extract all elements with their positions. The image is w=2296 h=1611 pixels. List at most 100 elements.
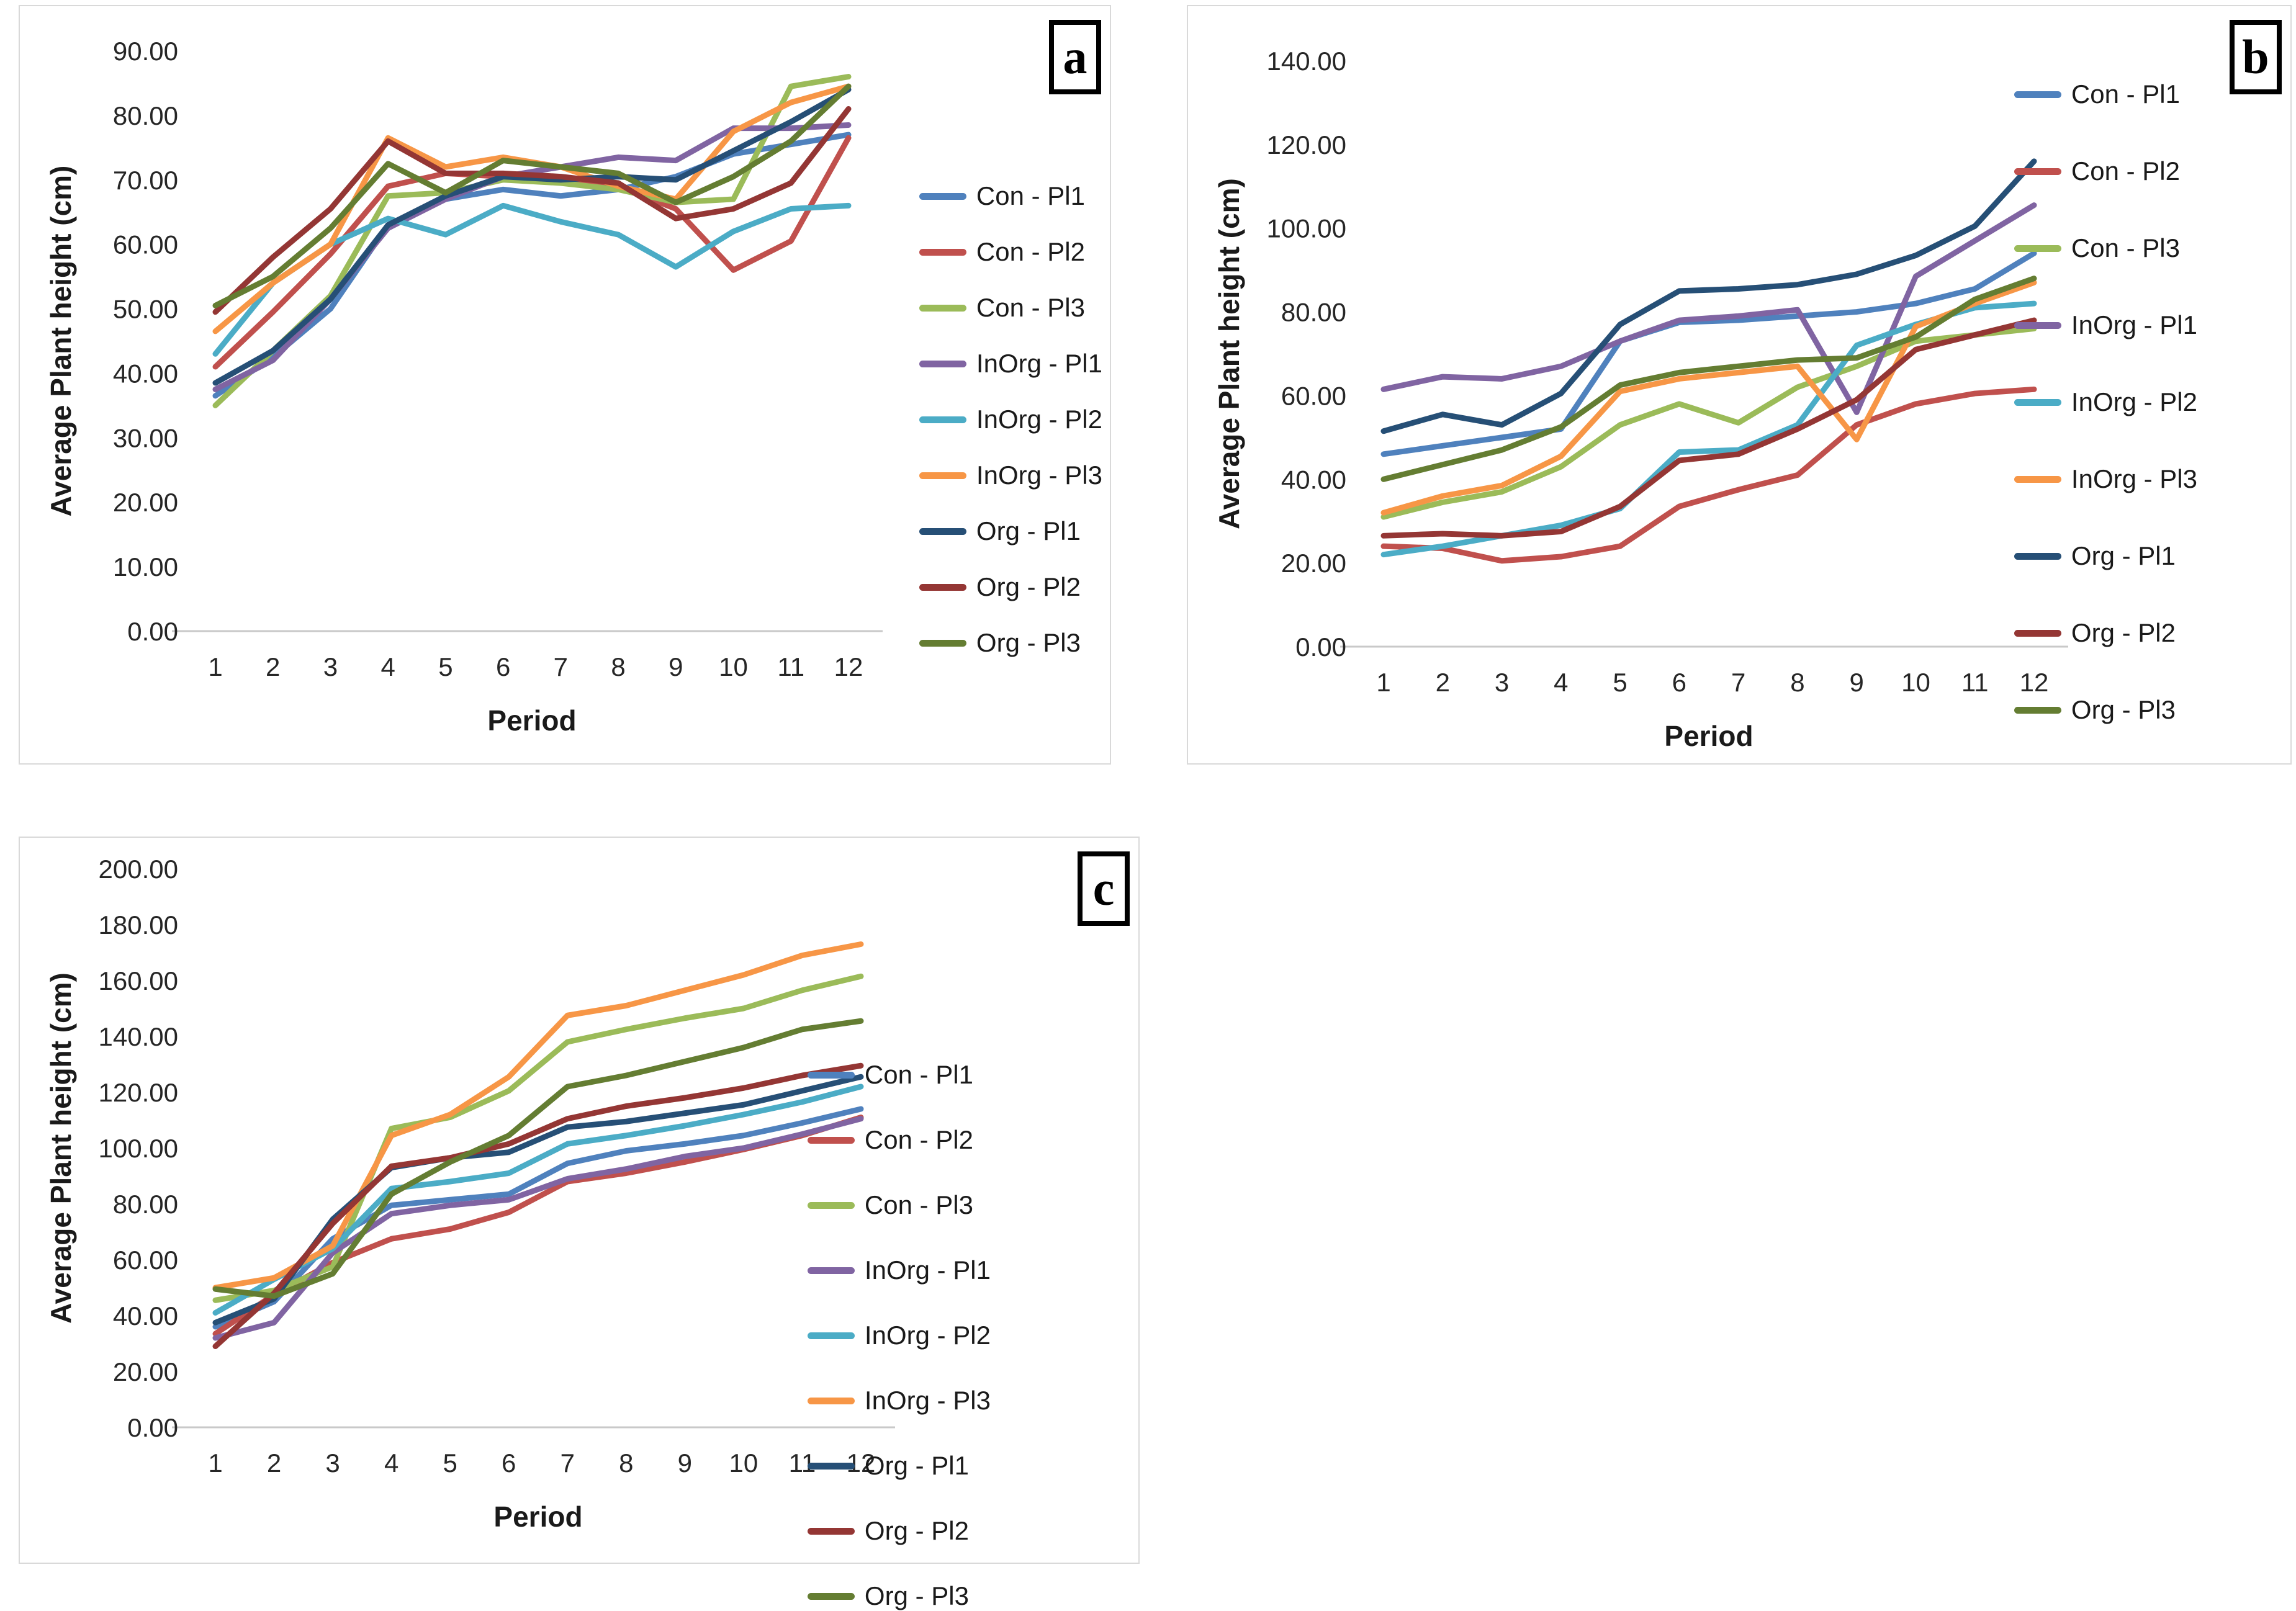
series-line-inorg-pl3 [212,83,852,334]
legend-item-inorg-pl3: InOrg - Pl3 [919,460,1102,490]
legend-item-inorg-pl2: InOrg - Pl2 [807,1321,991,1350]
y-tick-label: 140.00 [1267,47,1346,76]
legend-item-con-pl3: Con - Pl3 [2014,233,2180,263]
series-line-org-pl1 [1380,158,2037,434]
legend-swatch-icon [2014,629,2061,637]
x-tick-label: 1 [1376,668,1390,697]
legend-label: Org - Pl2 [976,572,1081,601]
legend-label: Org - Pl1 [976,516,1081,545]
x-tick-label: 9 [669,652,683,681]
y-tick-label: 40.00 [1281,465,1346,494]
legend-label: InOrg - Pl3 [976,460,1102,490]
x-tick-label: 5 [438,652,452,681]
series-line-con-pl2 [212,1115,864,1337]
legend-item-org-pl1: Org - Pl1 [2014,541,2176,571]
y-tick-label: 0.00 [127,1413,178,1442]
x-tick-label: 11 [1961,668,1989,697]
legend-label: Org - Pl2 [2071,618,2176,647]
figure-page: { "figure": { "xlabel": "Period", "ylabe… [19,5,2292,1610]
x-axis-title: Period [487,704,576,737]
series-line-inorg-pl1 [212,1116,864,1341]
legend-swatch-icon [807,1201,855,1209]
legend-swatch-icon [807,1527,855,1535]
x-tick-label: 2 [1436,668,1450,697]
legend-item-con-pl1: Con - Pl1 [2014,79,2180,109]
legend-label: Org - Pl2 [864,1516,969,1545]
x-tick-label: 8 [1790,668,1804,697]
legend-item-con-pl1: Con - Pl1 [919,181,1085,211]
legend-label: Org - Pl1 [864,1451,969,1480]
legend-item-org-pl2: Org - Pl2 [2014,618,2176,648]
legend-swatch-icon [919,304,966,312]
series-line-inorg-pl3 [1380,279,2037,516]
chart-c-legend: Con - Pl1 Con - Pl2 Con - Pl3 InOrg - Pl1 In… [807,1060,991,1611]
chart-panel-b: 0.00 20.00 40.00 60.00 80.00 100.00 120.00 140.… [1187,5,2292,765]
legend-item-con-pl2: Con - Pl2 [2014,156,2180,186]
panel-b-letter: b [2230,20,2282,94]
legend-label: Con - Pl2 [2071,156,2180,186]
x-tick-label: 2 [267,1448,281,1478]
legend-label: Con - Pl1 [976,181,1085,210]
legend-item-inorg-pl1: InOrg - Pl1 [2014,310,2197,340]
legend-swatch-icon [2014,321,2061,329]
legend-label: Org - Pl3 [2071,695,2176,724]
legend-item-inorg-pl3: InOrg - Pl3 [2014,464,2197,494]
legend-swatch-icon [807,1592,855,1600]
y-tick-label: 60.00 [113,230,178,259]
legend-label: Org - Pl3 [976,628,1081,657]
legend-item-con-pl2: Con - Pl2 [919,237,1085,267]
legend-item-con-pl1: Con - Pl1 [807,1060,973,1090]
y-tick-label: 40.00 [113,359,178,388]
legend-label: InOrg - Pl1 [2071,310,2197,339]
y-tick-label: 200.00 [99,855,178,884]
x-tick-label: 2 [266,652,280,681]
x-tick-label: 9 [1850,668,1864,697]
legend-swatch-icon [807,1462,855,1470]
chart-b-legend: Con - Pl1 Con - Pl2 Con - Pl3 InOrg - Pl1 In… [2014,79,2197,725]
x-tick-label: 5 [443,1448,457,1478]
legend-label: InOrg - Pl2 [864,1321,991,1350]
y-tick-label: 20.00 [113,488,178,517]
chart-b-plot: 0.00 20.00 40.00 60.00 80.00 100.00 120.00 140.… [1213,47,2068,752]
legend-label: Con - Pl3 [976,293,1085,322]
series-line-inorg-pl1 [1380,202,2037,415]
x-tick-label: 12 [2020,668,2049,697]
legend-item-inorg-pl1: InOrg - Pl1 [919,349,1102,379]
x-tick-label: 8 [611,652,625,681]
legend-label: InOrg - Pl1 [864,1255,991,1285]
legend-label: InOrg - Pl3 [2071,464,2197,493]
x-tick-label: 3 [323,652,338,681]
series-line-org-pl1 [212,86,852,386]
legend-swatch-icon [2014,168,2061,175]
y-tick-label: 90.00 [113,37,178,66]
legend-label: Con - Pl3 [864,1190,973,1219]
x-tick-label: 4 [1554,668,1568,697]
x-tick-label: 12 [834,652,863,681]
legend-swatch-icon [919,472,966,479]
y-tick-label: 80.00 [113,101,178,130]
x-tick-label: 10 [729,1448,759,1478]
legend-item-con-pl2: Con - Pl2 [807,1125,973,1155]
series-line-con-pl3 [212,973,864,1303]
x-tick-label: 6 [496,652,510,681]
legend-label: Con - Pl2 [976,237,1085,266]
legend-item-org-pl1: Org - Pl1 [919,516,1081,546]
legend-swatch-icon [2014,245,2061,252]
legend-swatch-icon [919,416,966,423]
x-tick-label: 6 [502,1448,516,1478]
legend-label: Org - Pl3 [864,1581,969,1610]
chart-panel-a: 0.00 10.00 20.00 30.00 40.00 50.00 60.00 70.00 8… [19,5,1111,765]
chart-panel-c: 0.00 20.00 40.00 60.00 80.00 100.00 120.00 140.… [19,837,1140,1610]
x-tick-label: 6 [1672,668,1686,697]
panel-c-letter: c [1078,851,1130,926]
chart-a-legend: Con - Pl1 Con - Pl2 Con - Pl3 InOrg - Pl1 In… [919,181,1102,658]
legend-swatch-icon [919,192,966,200]
legend-swatch-icon [807,1332,855,1339]
legend-item-org-pl2: Org - Pl2 [919,572,1081,602]
chart-a-plot: 0.00 10.00 20.00 30.00 40.00 50.00 60.00 70.00 8… [45,37,883,737]
x-tick-label: 7 [1731,668,1745,697]
legend-label: InOrg - Pl1 [976,349,1102,378]
legend-label: Con - Pl1 [2071,79,2180,109]
legend-label: InOrg - Pl2 [2071,387,2197,416]
series-line-org-pl2 [212,1062,864,1349]
